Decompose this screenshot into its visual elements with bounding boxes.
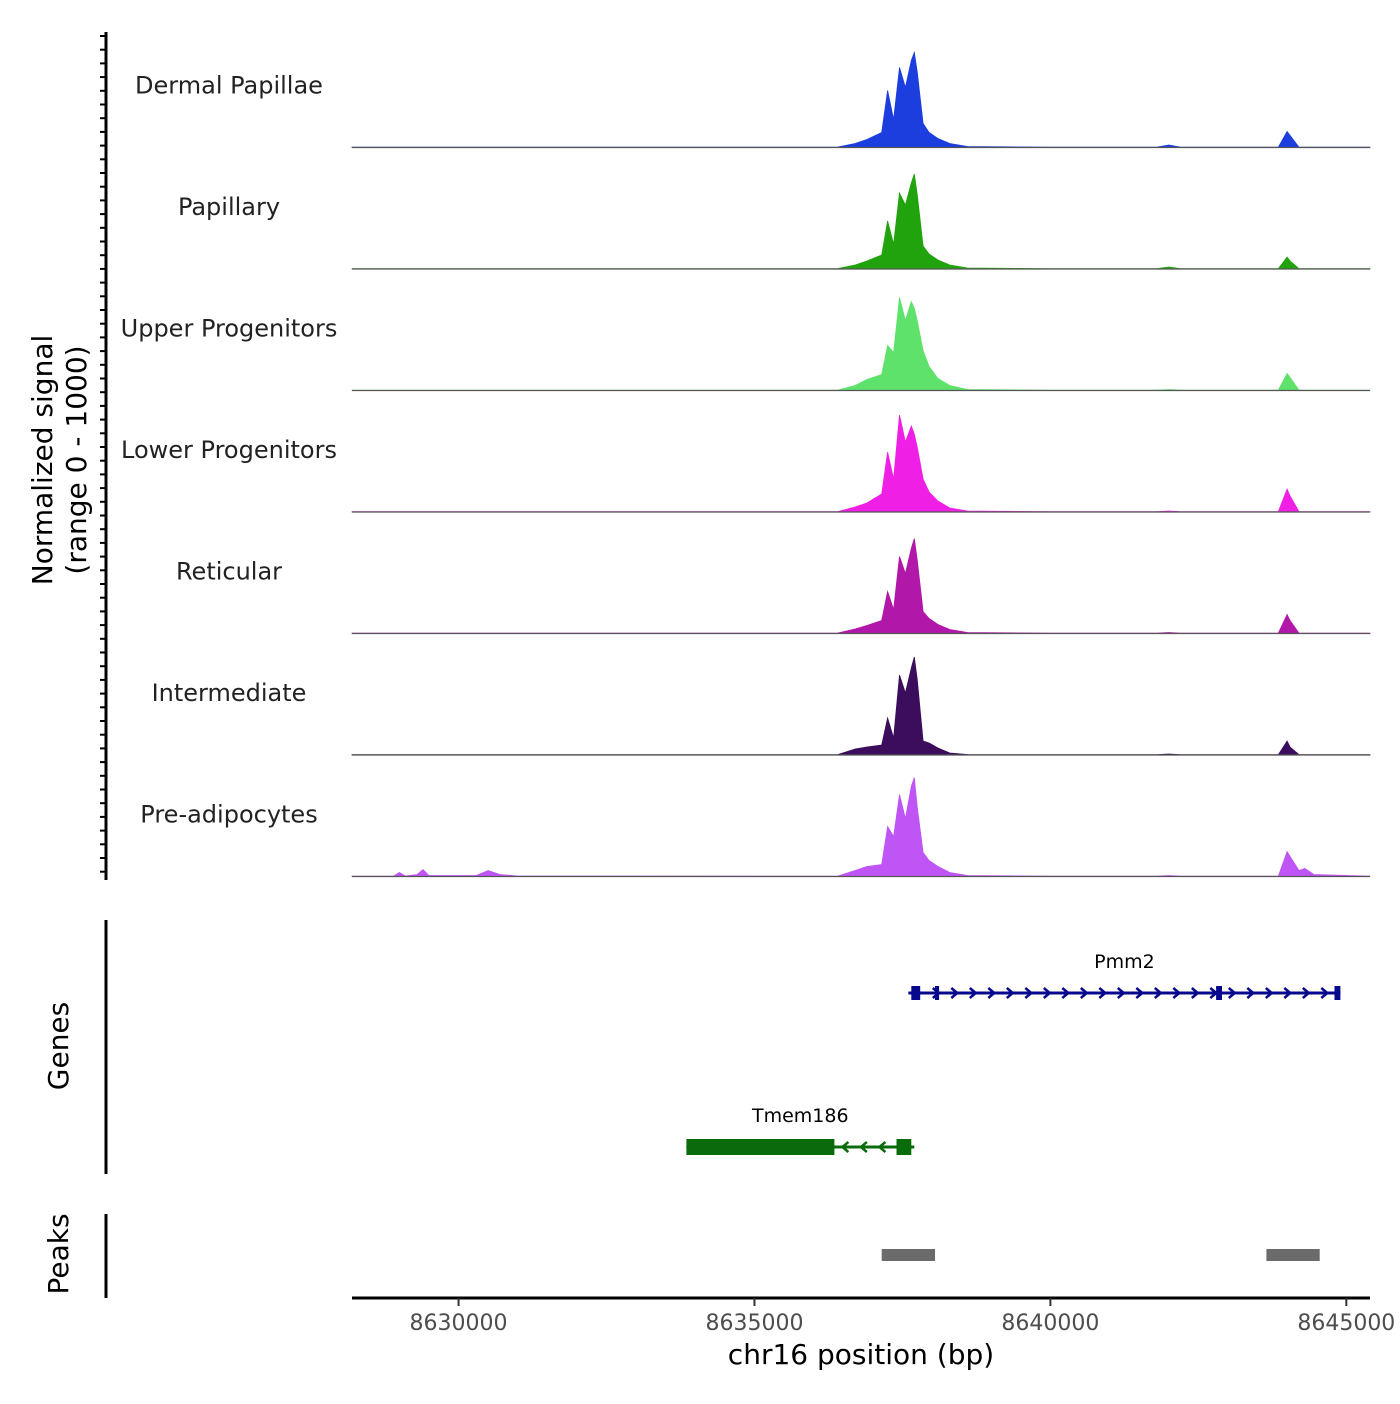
gene-exon <box>896 1139 912 1155</box>
signal-area <box>351 173 1371 270</box>
coverage-track-reticular: Reticular <box>176 538 1371 635</box>
gene-exon <box>935 986 940 1000</box>
y-axis-title-line-1: Normalized signal <box>26 335 59 586</box>
strand-arrow <box>1153 987 1163 999</box>
track-label: Lower Progenitors <box>121 436 337 464</box>
gene-exon <box>686 1139 835 1155</box>
genes-track-title: Genes <box>42 1002 75 1090</box>
strand-arrow <box>1061 987 1071 999</box>
strand-arrow <box>1135 987 1145 999</box>
signal-area <box>351 50 1371 148</box>
y-axis-title: Normalized signal (range 0 - 1000) <box>26 335 93 586</box>
strand-arrow <box>877 1141 887 1153</box>
strand-arrow <box>1079 987 1089 999</box>
strand-arrow <box>950 987 960 999</box>
strand-arrow <box>1005 987 1015 999</box>
strand-arrow <box>1320 987 1330 999</box>
track-label: Dermal Papillae <box>135 72 323 100</box>
x-tick-label: 8630000 <box>410 1311 508 1336</box>
strand-arrow <box>987 987 997 999</box>
gene-tmem186: Tmem186 <box>686 1105 915 1155</box>
gene-pmm2: Pmm2 <box>908 951 1341 1000</box>
strand-arrow <box>1042 987 1052 999</box>
strand-arrow <box>840 1141 850 1153</box>
gene-exon <box>1216 986 1222 1000</box>
peaks-track-title: Peaks <box>42 1213 75 1294</box>
peaks-track <box>881 1249 1320 1261</box>
signal-area <box>351 777 1371 877</box>
x-tick-label: 8640000 <box>1001 1311 1099 1336</box>
gene-label: Tmem186 <box>751 1105 849 1127</box>
coverage-track-papillary: Papillary <box>178 173 1371 270</box>
x-axis-ticks: 8630000 8635000 8640000 8645000 <box>410 1298 1395 1336</box>
track-label: Intermediate <box>152 679 307 707</box>
track-label: Papillary <box>178 193 280 221</box>
strand-arrow <box>858 1141 868 1153</box>
coverage-track-intermediate: Intermediate <box>152 656 1371 756</box>
strand-arrow <box>1024 987 1034 999</box>
gene-label: Pmm2 <box>1094 951 1155 973</box>
strand-arrow <box>1098 987 1108 999</box>
strand-arrow <box>1190 987 1200 999</box>
signal-area <box>351 656 1371 756</box>
peak-region <box>1266 1249 1320 1261</box>
strand-arrow <box>1227 987 1237 999</box>
coverage-track-upper-progenitors: Upper Progenitors <box>121 297 1371 392</box>
gene-exon <box>911 986 921 1000</box>
coverage-y-ticks <box>100 35 106 873</box>
signal-area <box>351 297 1371 391</box>
strand-arrow <box>1246 987 1256 999</box>
strand-arrow <box>1283 987 1293 999</box>
peak-region <box>881 1249 935 1261</box>
y-axis-title-line-2: (range 0 - 1000) <box>60 345 93 574</box>
track-label: Reticular <box>176 558 282 586</box>
x-axis-title: chr16 position (bp) <box>728 1338 994 1371</box>
strand-arrow <box>968 987 978 999</box>
strand-arrow <box>1116 987 1126 999</box>
coverage-track-pre-adipocytes: Pre-adipocytes <box>140 777 1371 878</box>
track-label: Pre-adipocytes <box>140 801 317 829</box>
signal-area <box>351 414 1371 513</box>
genes-track: Pmm2 Tmem186 <box>686 951 1341 1155</box>
coverage-tracks: Dermal Papillae Papillary Upper Progenitor… <box>121 50 1371 878</box>
strand-arrow <box>1172 987 1182 999</box>
gene-exon <box>1334 986 1341 1000</box>
signal-area <box>351 538 1371 634</box>
strand-arrow <box>1264 987 1274 999</box>
x-tick-label: 8645000 <box>1297 1311 1395 1336</box>
coverage-track-dermal-papillae: Dermal Papillae <box>135 50 1371 149</box>
x-tick-label: 8635000 <box>705 1311 803 1336</box>
strand-arrow <box>1301 987 1311 999</box>
coverage-track-lower-progenitors: Lower Progenitors <box>121 414 1371 513</box>
track-label: Upper Progenitors <box>121 315 338 343</box>
